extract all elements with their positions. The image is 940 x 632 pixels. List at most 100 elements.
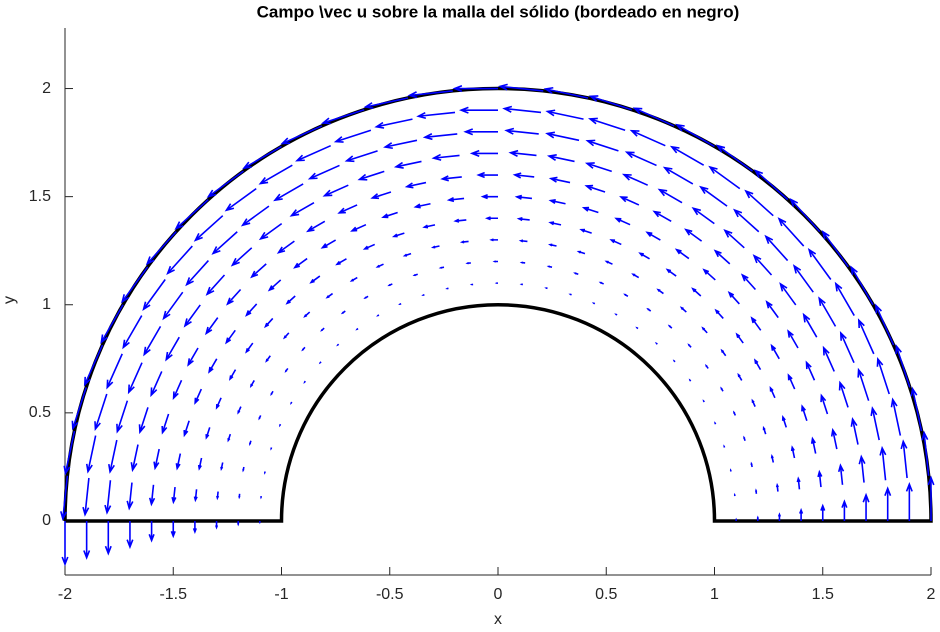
arrow xyxy=(830,427,838,450)
arrow xyxy=(220,462,224,472)
arrow xyxy=(153,448,160,471)
arrow xyxy=(777,217,805,247)
arrow xyxy=(120,266,149,304)
arrow xyxy=(224,187,257,212)
arrow xyxy=(753,169,789,201)
arrow xyxy=(60,475,69,521)
arrow xyxy=(895,344,911,388)
arrow xyxy=(357,170,385,181)
arrow xyxy=(702,268,716,281)
y-axis-label: y xyxy=(1,296,18,304)
arrow xyxy=(85,435,97,474)
arrow xyxy=(573,272,579,275)
arrow xyxy=(576,250,586,255)
arrow xyxy=(270,390,274,396)
arrow xyxy=(516,217,530,222)
arrow xyxy=(769,385,776,399)
arrow xyxy=(604,260,613,265)
arrow xyxy=(245,303,258,317)
arrow xyxy=(303,311,311,318)
arrow xyxy=(727,291,740,305)
arrow xyxy=(492,260,498,263)
x-tick-label: 1 xyxy=(710,586,719,603)
x-tick-label: -1.5 xyxy=(159,586,187,603)
arrow xyxy=(391,232,405,238)
arrow xyxy=(127,362,143,395)
arrow xyxy=(336,343,340,347)
arrow xyxy=(138,407,149,435)
arrow xyxy=(194,388,203,405)
arrow xyxy=(704,364,709,369)
arrow xyxy=(422,224,436,229)
arrow xyxy=(624,151,657,167)
arrow xyxy=(805,360,816,381)
arrow xyxy=(166,245,193,276)
y-tick-label: 0 xyxy=(42,512,51,529)
arrow xyxy=(295,144,332,162)
arrow xyxy=(807,247,832,280)
arrow xyxy=(193,215,224,242)
arrow xyxy=(404,181,427,189)
arrow xyxy=(208,358,218,374)
arrow xyxy=(320,327,325,332)
arrow xyxy=(284,367,289,373)
arrow xyxy=(543,86,589,99)
arrow xyxy=(216,491,220,501)
arrow xyxy=(652,210,672,223)
arrow xyxy=(684,228,703,242)
arrow xyxy=(699,185,728,207)
arrow xyxy=(325,292,334,299)
arrow xyxy=(374,118,413,129)
arrow xyxy=(802,312,818,338)
arrow xyxy=(614,313,618,316)
arrow xyxy=(792,264,814,293)
arrow xyxy=(170,520,176,539)
arrow xyxy=(148,484,156,507)
arrow xyxy=(821,230,849,268)
arrow xyxy=(245,342,254,354)
arrow xyxy=(258,415,262,421)
arrow xyxy=(104,520,112,556)
arrow xyxy=(546,265,553,268)
arrow xyxy=(669,145,705,166)
arrow xyxy=(665,268,677,277)
arrow xyxy=(646,307,652,312)
arrow xyxy=(363,295,369,299)
arrow xyxy=(762,425,767,435)
arrow xyxy=(585,139,619,152)
arrow xyxy=(837,463,845,485)
arrow xyxy=(502,105,542,114)
arrow xyxy=(667,324,673,329)
arrow xyxy=(122,315,143,350)
arrow xyxy=(548,243,557,247)
arrow xyxy=(905,481,913,521)
arrow xyxy=(870,406,880,441)
arrow xyxy=(265,355,271,363)
arrow xyxy=(116,400,129,434)
arrow xyxy=(215,397,222,410)
arrow xyxy=(171,486,177,505)
arrow xyxy=(598,281,604,285)
arrow xyxy=(822,345,835,372)
arrow xyxy=(458,106,498,114)
arrow xyxy=(290,401,293,405)
arrow xyxy=(193,489,198,503)
arrow xyxy=(453,218,467,223)
arrow xyxy=(228,369,237,381)
arrow xyxy=(318,361,322,365)
arrow xyxy=(777,512,781,521)
arrow xyxy=(744,189,774,217)
arrow xyxy=(301,346,306,352)
arrow xyxy=(258,164,293,185)
arrow xyxy=(720,386,724,392)
arrow xyxy=(546,154,575,163)
arrow xyxy=(656,288,664,295)
arrow xyxy=(267,279,282,292)
x-tick-label: 2 xyxy=(927,586,936,603)
arrow xyxy=(175,453,182,471)
arrow xyxy=(83,520,91,560)
arrow xyxy=(407,90,453,99)
arrow xyxy=(489,238,498,242)
arrow xyxy=(215,520,219,530)
arrow xyxy=(63,430,76,476)
